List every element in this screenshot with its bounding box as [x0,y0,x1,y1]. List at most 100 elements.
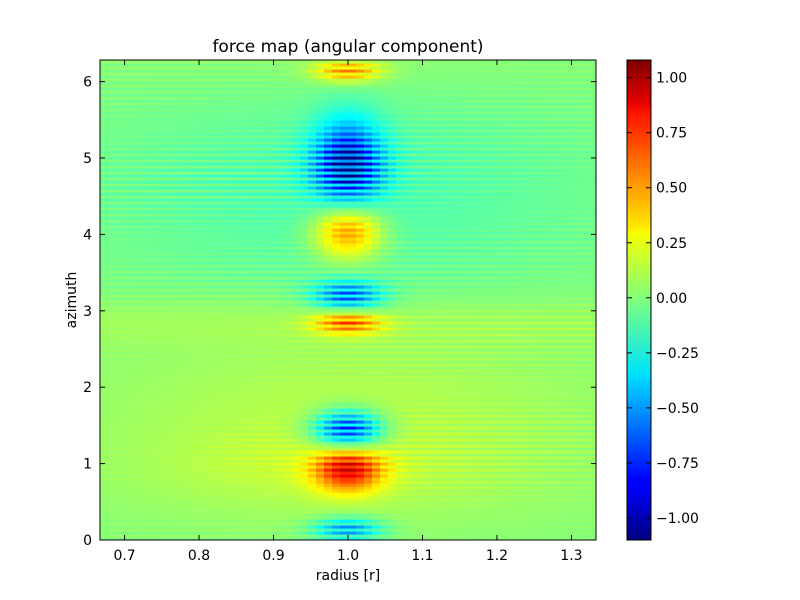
heatmap-cell [140,342,149,346]
heatmap-cell [132,450,141,454]
heatmap-cell [156,60,165,64]
heatmap-cell [196,63,205,67]
heatmap-cell [172,519,181,523]
heatmap-cell [140,489,149,493]
heatmap-cell [212,483,221,487]
heatmap-cell [204,105,213,109]
heatmap-cell [132,360,141,364]
heatmap-cell [188,90,197,94]
heatmap-cell [156,453,165,457]
heatmap-cell [108,366,117,370]
heatmap-cell [188,225,197,229]
heatmap-cell [132,474,141,478]
heatmap-cell [228,306,237,310]
heatmap-cell [116,483,125,487]
heatmap-cell [188,519,197,523]
heatmap-cell [148,333,157,337]
heatmap-cell [124,357,133,361]
heatmap-cell [228,231,237,235]
heatmap-cell [156,450,165,454]
heatmap-cell [148,429,157,433]
heatmap-cell [204,219,213,223]
heatmap-cell [100,354,109,358]
heatmap-cell [124,174,133,178]
heatmap-cell [148,135,157,139]
heatmap-cell [148,192,157,196]
heatmap-cell [180,321,189,325]
heatmap-cell [236,300,245,304]
heatmap-cell [172,255,181,259]
heatmap-cell [124,432,133,436]
heatmap-cell [156,234,165,238]
heatmap-cell [228,366,237,370]
heatmap-cell [172,492,181,496]
heatmap-cell [220,465,229,469]
heatmap-cell [140,162,149,166]
heatmap-cell [100,78,109,82]
heatmap-cell [164,186,173,190]
heatmap-cell [196,357,205,361]
heatmap-cell [108,63,117,67]
heatmap-cell [196,135,205,139]
heatmap-cell [204,183,213,187]
heatmap-cell [100,165,109,169]
heatmap-cell [188,339,197,343]
heatmap-cell [196,381,205,385]
heatmap-cell [244,63,253,67]
heatmap-cell [124,312,133,316]
heatmap-cell [212,78,221,82]
heatmap-cell [108,330,117,334]
heatmap-cell [132,264,141,268]
heatmap-cell [180,312,189,316]
heatmap-cell [116,381,125,385]
heatmap-cell [212,420,221,424]
heatmap-cell [148,279,157,283]
heatmap-cell [164,357,173,361]
heatmap-cell [108,111,117,115]
heatmap-cell [164,531,173,535]
heatmap-cell [172,399,181,403]
heatmap-cell [236,399,245,403]
heatmap-cell [100,162,109,166]
heatmap-cell [124,69,133,73]
heatmap-cell [124,321,133,325]
heatmap-cell [180,495,189,499]
heatmap-cell [132,252,141,256]
heatmap-cell [124,276,133,280]
heatmap-cell [220,156,229,160]
heatmap-cell [100,303,109,307]
heatmap-cell [180,474,189,478]
heatmap-cell [212,432,221,436]
heatmap-cell [236,240,245,244]
heatmap-cell [148,63,157,67]
heatmap-cell [212,258,221,262]
heatmap-cell [148,210,157,214]
heatmap-cell [148,165,157,169]
heatmap-cell [244,504,253,508]
heatmap-cell [180,399,189,403]
heatmap-cell [132,501,141,505]
heatmap-cell [228,102,237,106]
heatmap-cell [124,75,133,79]
heatmap-cell [220,237,229,241]
heatmap-cell [180,489,189,493]
heatmap-cell [196,456,205,460]
heatmap-cell [124,222,133,226]
heatmap-cell [188,207,197,211]
heatmap-cell [140,414,149,418]
heatmap-cell [228,291,237,295]
heatmap-cell [140,78,149,82]
heatmap-cell [164,459,173,463]
heatmap-cell [236,435,245,439]
heatmap-cell [100,495,109,499]
heatmap-cell [180,483,189,487]
heatmap-cell [220,402,229,406]
heatmap-cell [156,441,165,445]
heatmap-cell [180,255,189,259]
heatmap-cell [228,180,237,184]
heatmap-cell [236,486,245,490]
heatmap-cell [140,84,149,88]
heatmap-cell [228,462,237,466]
heatmap-cell [188,408,197,412]
heatmap-cell [172,117,181,121]
